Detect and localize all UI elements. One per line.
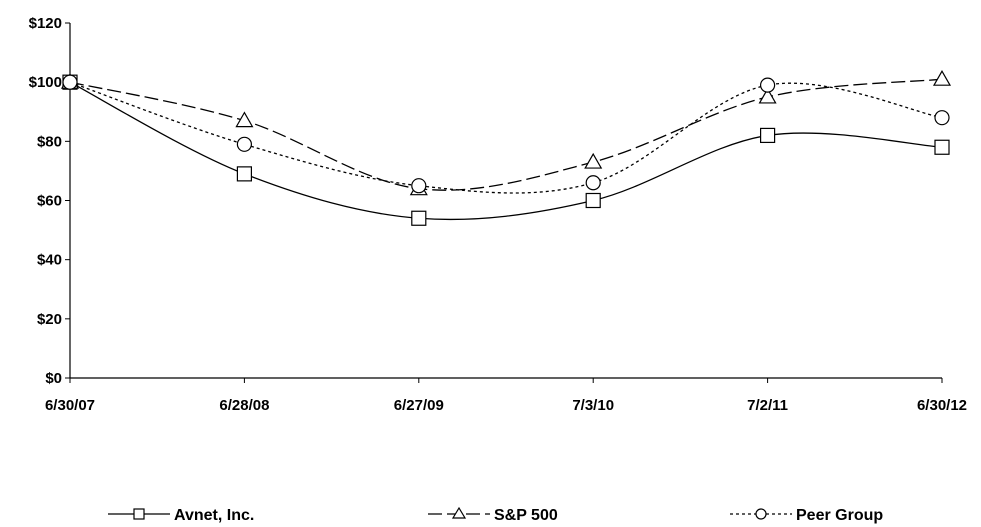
data-point-peer-group	[934, 110, 950, 126]
data-point-s-p-500	[584, 152, 603, 169]
data-point-avnet-inc	[934, 139, 950, 155]
y-tick-label: $60	[37, 193, 62, 210]
x-tick-label: 7/2/11	[747, 397, 788, 414]
legend-item-avnet-inc: Avnet, Inc.	[108, 507, 254, 524]
series-peer-group	[62, 74, 950, 194]
legend-label: S&P 500	[494, 507, 558, 524]
series-avnet-inc	[62, 74, 950, 226]
legend: Avnet, Inc. S&P 500 Peer Group	[108, 506, 883, 524]
x-tick-label: 6/28/08	[219, 397, 269, 414]
y-tick-label: $20	[37, 311, 62, 328]
y-tick-label: $120	[29, 15, 62, 32]
x-tick-label: 7/3/10	[572, 397, 614, 414]
data-point-s-p-500	[758, 87, 777, 104]
legend-label: Avnet, Inc.	[174, 507, 254, 524]
x-tick-label: 6/27/09	[394, 397, 444, 414]
data-point-peer-group	[585, 175, 601, 191]
data-point-peer-group	[236, 136, 252, 152]
data-point-peer-group	[759, 77, 776, 93]
series-line-peer-group	[69, 81, 943, 194]
legend-label: Peer Group	[796, 507, 883, 524]
y-tick-label: $100	[29, 74, 62, 91]
data-point-avnet-inc	[759, 127, 776, 144]
data-point-s-p-500	[932, 69, 952, 86]
y-tick-label: $80	[37, 133, 62, 150]
legend-item-peer-group: Peer Group	[730, 507, 883, 524]
y-tick-label: $0	[45, 370, 62, 387]
x-tick-label: 6/30/07	[45, 397, 95, 414]
axes: $0 $20 $40 $60 $80 $100 $120 6/30/07 6/28/08 6/27…	[29, 15, 967, 414]
legend-swatch-marker	[133, 508, 145, 520]
data-point-peer-group	[62, 74, 78, 90]
series-line-avnet-inc	[69, 81, 943, 221]
y-tick-label: $40	[37, 252, 62, 269]
legend-swatch-marker	[755, 508, 767, 520]
series-layer	[60, 69, 952, 226]
legend-swatch-marker	[451, 506, 467, 519]
data-point-s-p-500	[235, 111, 254, 128]
data-point-peer-group	[411, 178, 427, 194]
x-tick-label: 6/30/12	[917, 397, 967, 414]
legend-item-s-p-500: S&P 500	[428, 506, 558, 524]
series-line-s-p-500	[69, 78, 943, 191]
data-point-avnet-inc	[236, 166, 252, 182]
data-point-avnet-inc	[411, 210, 427, 226]
data-point-avnet-inc	[585, 192, 601, 209]
